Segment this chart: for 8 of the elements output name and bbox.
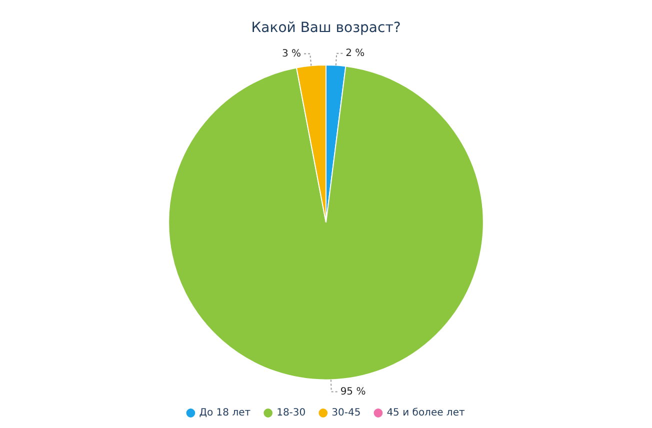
legend-label: 30-45 <box>332 408 361 419</box>
data-label: 3 % <box>282 48 302 60</box>
legend-label: 18-30 <box>276 408 306 419</box>
data-label: 2 % <box>346 48 365 59</box>
legend-label: До 18 лет <box>199 408 251 419</box>
data-label: 95 % <box>340 386 366 398</box>
legend-label: 45 и более лет <box>386 408 465 419</box>
chart-title: Какой Ваш возраст? <box>251 20 401 36</box>
